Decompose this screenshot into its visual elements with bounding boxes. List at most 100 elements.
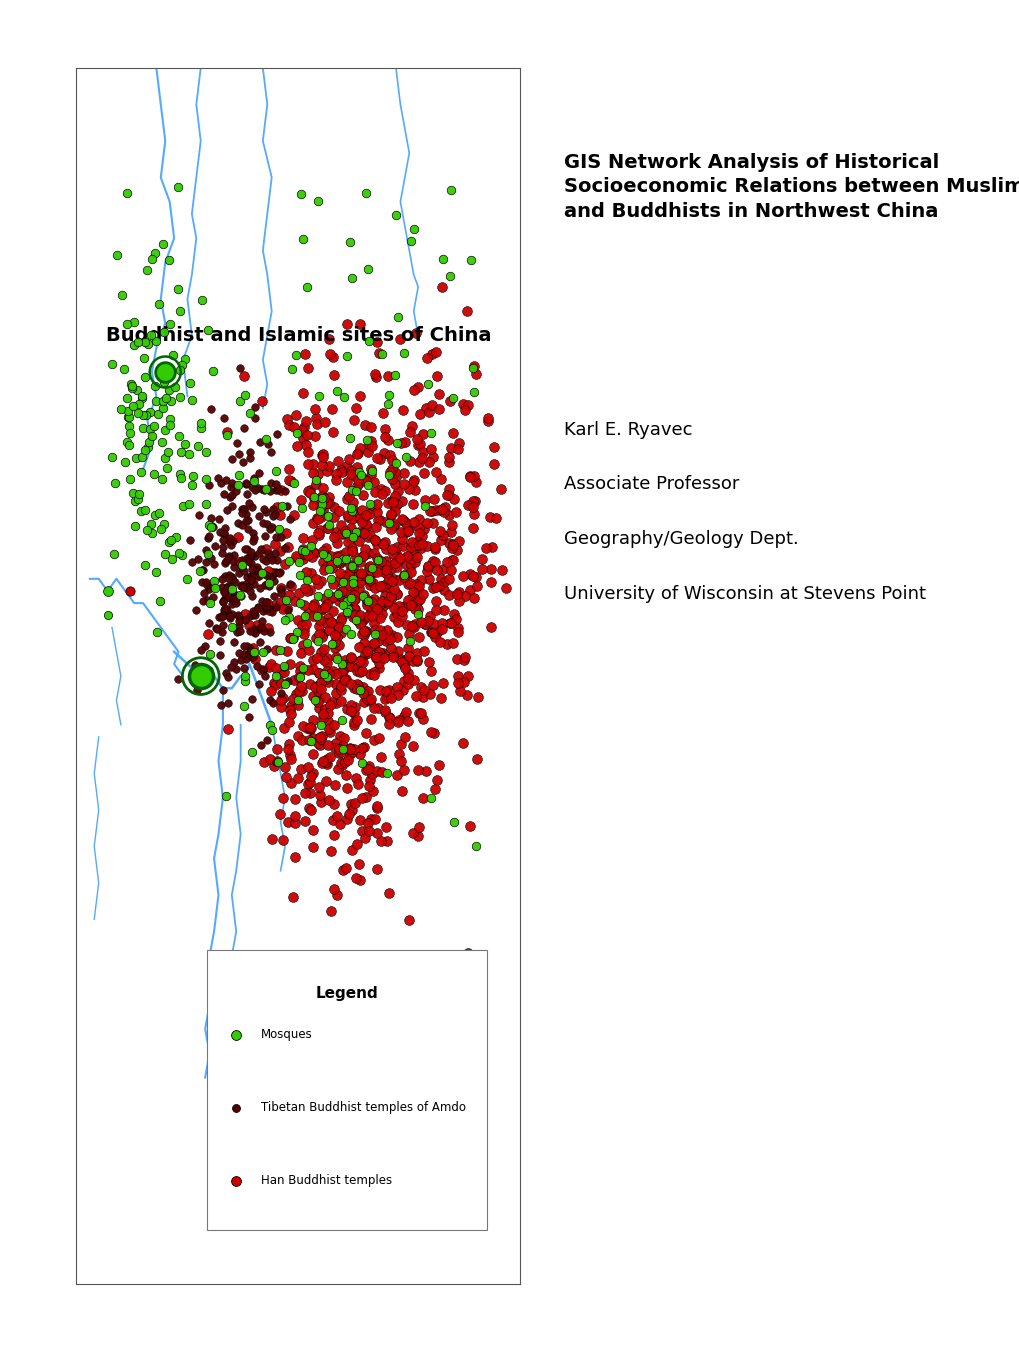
Point [367, 363, 383, 385]
Point [285, 473, 302, 495]
Point [350, 549, 366, 571]
Point [316, 559, 332, 580]
Point [442, 612, 459, 633]
Point [433, 467, 449, 489]
Point [162, 408, 178, 429]
Point [415, 686, 431, 708]
Point [332, 752, 348, 773]
Point [342, 701, 359, 723]
Point [294, 228, 311, 250]
Point [443, 538, 460, 560]
Point [360, 258, 376, 280]
Point [171, 542, 187, 564]
Point [479, 406, 495, 428]
Point [406, 616, 422, 637]
Point [228, 1025, 245, 1046]
Point [253, 561, 269, 583]
Point [311, 525, 327, 546]
Point [299, 716, 315, 738]
Point [368, 557, 384, 579]
Point [344, 568, 361, 590]
Point [230, 606, 247, 628]
Point [262, 518, 278, 540]
Point [268, 480, 284, 501]
Point [342, 461, 359, 482]
Point [121, 434, 138, 455]
Point [354, 467, 370, 489]
Point [350, 610, 366, 632]
Text: Han Buddhist temples: Han Buddhist temples [261, 1174, 391, 1188]
Point [333, 462, 350, 484]
Point [280, 711, 297, 733]
Point [425, 613, 441, 635]
Point [369, 796, 385, 818]
Point [440, 477, 457, 499]
Point [221, 545, 237, 567]
Point [218, 576, 234, 598]
Point [135, 387, 151, 409]
Point [305, 605, 321, 626]
Point [368, 366, 384, 387]
Point [427, 626, 443, 648]
Point [308, 568, 324, 590]
Point [377, 511, 393, 533]
Point [214, 591, 230, 613]
Point [265, 586, 281, 607]
Point [411, 626, 427, 648]
Point [213, 542, 229, 564]
Point [133, 385, 150, 406]
Point [314, 625, 330, 647]
Point [199, 573, 215, 595]
Point [382, 557, 398, 579]
Point [292, 183, 309, 205]
Point [292, 675, 309, 697]
Point [360, 474, 376, 496]
Point [274, 598, 290, 620]
Point [435, 501, 451, 523]
Point [351, 680, 367, 701]
Point [368, 648, 384, 670]
Point [327, 647, 343, 669]
Point [259, 637, 275, 659]
Point [250, 477, 266, 499]
Point [318, 647, 334, 669]
Point [204, 575, 220, 597]
Point [137, 439, 153, 461]
Point [403, 561, 419, 583]
Point [308, 469, 324, 491]
Point [314, 477, 330, 499]
Point [329, 617, 345, 639]
Point [346, 588, 363, 610]
Point [409, 643, 425, 665]
Point [305, 762, 321, 784]
Point [99, 580, 115, 602]
Point [358, 620, 374, 641]
FancyBboxPatch shape [207, 950, 486, 1230]
Point [292, 641, 309, 663]
Point [327, 738, 343, 760]
Point [311, 614, 327, 636]
Point [312, 500, 328, 522]
Point [395, 342, 412, 364]
Point [234, 557, 251, 579]
Point [268, 750, 284, 772]
Point [296, 542, 312, 564]
Point [357, 723, 373, 745]
Point [320, 328, 336, 349]
Point [281, 626, 298, 648]
Point [255, 641, 271, 663]
Point [215, 484, 231, 506]
Text: Tibetan Buddhist temples of Amdo: Tibetan Buddhist temples of Amdo [261, 1101, 466, 1114]
Point [369, 822, 385, 844]
Point [332, 548, 348, 569]
Point [222, 587, 238, 609]
Point [375, 402, 391, 424]
Point [264, 602, 280, 624]
Point [258, 550, 274, 572]
Point [296, 416, 312, 438]
Point [398, 614, 415, 636]
Point [291, 550, 308, 572]
Point [225, 586, 242, 607]
Point [449, 617, 466, 639]
Point [170, 425, 186, 447]
